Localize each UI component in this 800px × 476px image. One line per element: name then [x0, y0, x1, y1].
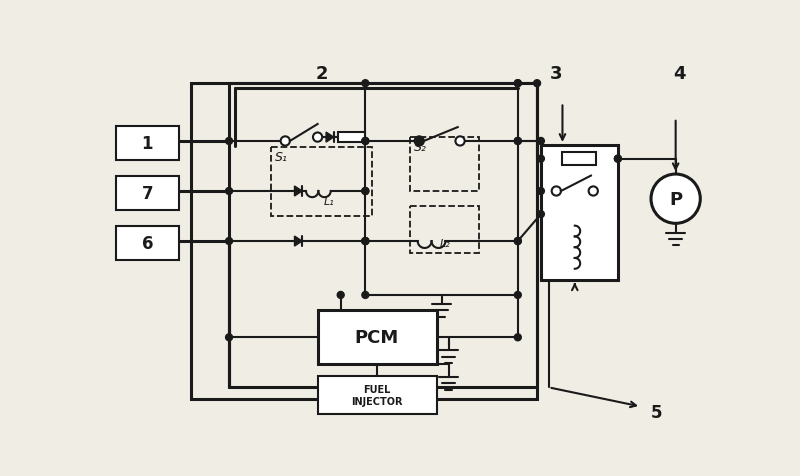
Text: PCM: PCM: [354, 328, 399, 347]
Circle shape: [362, 292, 369, 299]
Bar: [318, 311, 437, 365]
Bar: [562, 153, 596, 166]
Text: L₂: L₂: [439, 239, 450, 249]
Circle shape: [362, 138, 369, 145]
Bar: [410, 207, 479, 253]
Circle shape: [514, 334, 522, 341]
Circle shape: [614, 156, 622, 163]
Circle shape: [538, 138, 544, 145]
Circle shape: [514, 238, 522, 245]
Circle shape: [552, 187, 561, 196]
Bar: [318, 376, 437, 415]
Circle shape: [514, 80, 522, 88]
Text: 7: 7: [142, 185, 154, 203]
Circle shape: [362, 238, 369, 245]
Bar: [271, 148, 371, 217]
Text: 3: 3: [550, 65, 562, 83]
Circle shape: [416, 138, 422, 145]
Circle shape: [362, 138, 369, 145]
Circle shape: [514, 80, 522, 88]
Bar: [541, 146, 618, 280]
Polygon shape: [294, 187, 302, 197]
Circle shape: [414, 137, 424, 146]
Text: 4: 4: [674, 65, 686, 83]
Text: FUEL
INJECTOR: FUEL INJECTOR: [351, 385, 402, 406]
Circle shape: [362, 188, 369, 195]
Bar: [116, 226, 179, 261]
Circle shape: [362, 188, 369, 195]
Circle shape: [281, 137, 290, 146]
Circle shape: [514, 138, 522, 145]
Circle shape: [362, 80, 369, 88]
Circle shape: [226, 238, 233, 245]
Bar: [410, 138, 479, 191]
Circle shape: [534, 80, 541, 88]
Text: 2: 2: [315, 65, 328, 83]
Circle shape: [514, 292, 522, 299]
Circle shape: [514, 138, 522, 145]
Text: 6: 6: [142, 235, 153, 253]
Text: P: P: [669, 190, 682, 208]
Circle shape: [313, 133, 322, 142]
Circle shape: [455, 137, 465, 146]
Circle shape: [589, 187, 598, 196]
Circle shape: [362, 238, 369, 245]
Polygon shape: [294, 237, 302, 247]
Circle shape: [538, 188, 544, 195]
Text: S₂: S₂: [414, 140, 426, 153]
Text: 5: 5: [650, 403, 662, 421]
Circle shape: [226, 334, 233, 341]
Circle shape: [538, 156, 544, 163]
Circle shape: [362, 238, 369, 245]
Text: 1: 1: [142, 135, 153, 153]
Bar: [338, 132, 366, 143]
Circle shape: [651, 175, 700, 224]
Polygon shape: [326, 133, 334, 143]
Circle shape: [538, 211, 544, 218]
Bar: [116, 176, 179, 211]
Circle shape: [614, 156, 622, 163]
Text: L₁: L₁: [324, 197, 334, 207]
Text: S₁: S₁: [275, 150, 288, 163]
Bar: [190, 84, 537, 399]
Circle shape: [514, 238, 522, 245]
Circle shape: [226, 188, 233, 195]
Circle shape: [338, 292, 344, 299]
Bar: [116, 126, 179, 161]
Circle shape: [226, 138, 233, 145]
